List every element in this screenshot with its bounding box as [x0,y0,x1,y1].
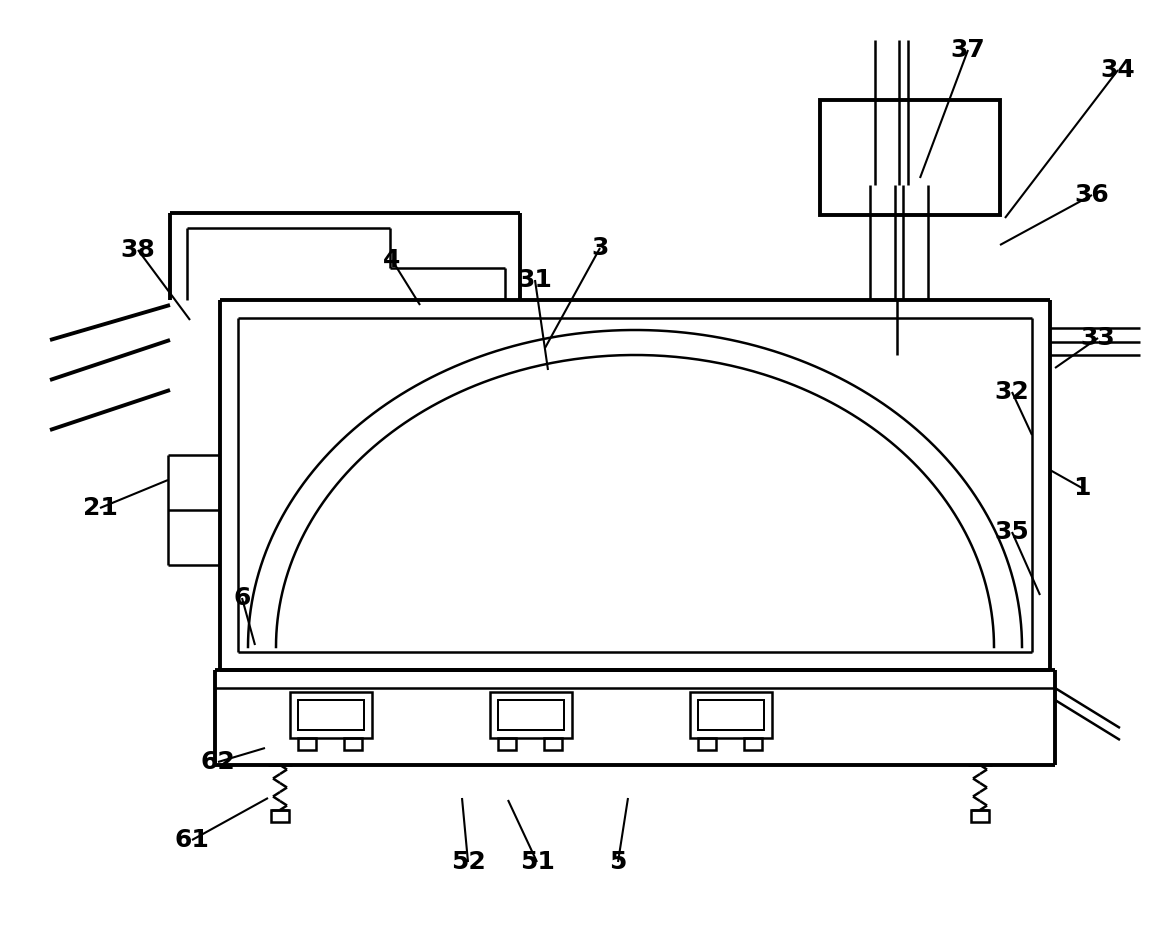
Text: 61: 61 [174,828,209,852]
Text: 37: 37 [950,38,985,62]
Text: 32: 32 [995,380,1029,404]
Text: 21: 21 [82,496,118,520]
Bar [290,692,372,738]
Bar [699,738,716,750]
Text: 36: 36 [1075,183,1109,207]
Text: 35: 35 [995,520,1029,544]
Text: 34: 34 [1101,58,1135,82]
Bar [497,738,516,750]
Bar [690,692,771,738]
Bar [298,738,316,750]
Bar [270,810,289,822]
Text: 52: 52 [450,850,486,874]
Text: 3: 3 [592,236,609,260]
Text: 6: 6 [233,586,250,610]
Text: 38: 38 [121,238,155,262]
Bar [699,700,764,730]
Bar [820,100,1000,215]
Bar [544,738,562,750]
Text: 5: 5 [609,850,627,874]
Bar [497,700,564,730]
Text: 4: 4 [383,248,401,272]
Text: 51: 51 [520,850,554,874]
Text: 1: 1 [1074,476,1091,500]
Text: 62: 62 [201,750,235,774]
Bar [971,810,989,822]
Bar [345,738,362,750]
Bar [298,700,365,730]
Text: 33: 33 [1081,326,1115,350]
Bar [490,692,572,738]
Text: 31: 31 [517,268,553,292]
Bar [744,738,762,750]
